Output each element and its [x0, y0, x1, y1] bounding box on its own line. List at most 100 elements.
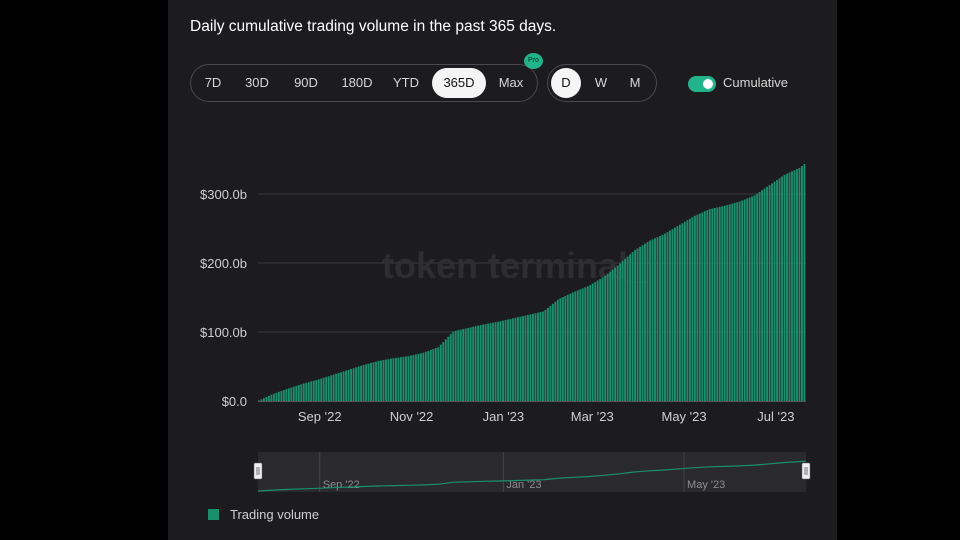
volume-bar — [305, 382, 308, 401]
volume-bar — [629, 254, 632, 401]
volume-bar — [696, 214, 699, 401]
volume-bar — [556, 299, 559, 401]
granularity-day-button[interactable]: D — [551, 68, 581, 98]
volume-bar — [297, 385, 300, 401]
volume-bar — [771, 183, 774, 401]
legend-label: Trading volume — [230, 507, 320, 522]
volume-bar — [546, 307, 549, 401]
volume-bar — [360, 365, 363, 401]
volume-bar — [544, 309, 547, 401]
volume-bar — [512, 318, 514, 401]
volume-bar — [639, 246, 641, 401]
volume-bar — [631, 251, 634, 401]
volume-bar — [748, 197, 751, 401]
volume-bar — [390, 358, 392, 401]
granularity-month-button[interactable]: M — [629, 75, 641, 90]
volume-bar — [519, 316, 522, 401]
volume-bar — [322, 377, 325, 401]
volume-bar — [614, 267, 617, 401]
volume-bar — [641, 245, 644, 401]
volume-bar — [763, 188, 766, 401]
range-7d-button[interactable]: 7D — [204, 75, 222, 90]
volume-bar — [676, 226, 679, 401]
volume-bar — [646, 241, 649, 401]
volume-bar — [357, 366, 360, 401]
volume-bar — [796, 169, 798, 401]
volume-bar — [342, 371, 345, 401]
volume-bar — [335, 373, 338, 401]
volume-bar — [678, 224, 681, 401]
volume-bar — [424, 351, 427, 401]
volume-bar — [402, 356, 405, 401]
volume-bar — [766, 186, 769, 401]
volume-bar — [611, 269, 614, 401]
volume-bar — [798, 167, 801, 401]
volume-bar — [626, 256, 629, 401]
volume-bar — [487, 323, 490, 401]
cumulative-toggle[interactable] — [688, 76, 716, 92]
volume-bar — [673, 227, 676, 401]
volume-bar — [693, 215, 696, 401]
volume-bar — [302, 383, 305, 401]
pro-badge: Pro — [524, 53, 543, 69]
volume-bar — [352, 368, 355, 401]
volume-bar — [472, 326, 475, 401]
toggle-knob — [703, 79, 713, 89]
volume-bar — [337, 372, 340, 401]
volume-bar — [666, 232, 669, 401]
granularity-week-button[interactable]: W — [594, 75, 608, 90]
volume-bar — [524, 315, 527, 401]
volume-bar — [778, 178, 781, 401]
volume-bar — [469, 327, 472, 401]
volume-bar — [365, 364, 367, 401]
volume-bar — [803, 164, 806, 401]
volume-bar — [589, 285, 592, 401]
volume-bar — [325, 376, 328, 401]
volume-bar — [280, 390, 283, 401]
volume-bar — [551, 303, 554, 401]
volume-bar — [569, 293, 572, 401]
x-tick-label: Jul '23 — [757, 409, 794, 424]
volume-bar — [594, 282, 597, 401]
volume-bar — [601, 277, 604, 401]
volume-bar — [412, 354, 415, 401]
volume-bar — [527, 314, 529, 401]
chart-title: Daily cumulative trading volume in the p… — [190, 18, 557, 35]
navigator-right-handle[interactable] — [801, 462, 811, 480]
x-tick-label: May '23 — [661, 409, 706, 424]
volume-bar — [721, 206, 724, 401]
volume-bar — [571, 292, 574, 401]
range-30d-button[interactable]: 30D — [245, 75, 269, 90]
volume-bar — [452, 331, 455, 401]
volume-bar — [442, 342, 445, 401]
volume-bar — [320, 378, 323, 401]
volume-bar — [260, 399, 263, 401]
volume-bar — [367, 363, 370, 401]
volume-bar — [312, 380, 315, 401]
volume-bar — [566, 294, 569, 401]
volume-bar — [554, 301, 557, 401]
volume-bar — [728, 204, 731, 401]
range-90d-button[interactable]: 90D — [294, 75, 318, 90]
volume-bar — [624, 258, 627, 401]
volume-bar — [457, 330, 460, 401]
volume-bar — [741, 200, 744, 401]
volume-bar — [417, 353, 420, 401]
volume-bar — [683, 221, 686, 401]
range-180d-button[interactable]: 180D — [341, 75, 373, 90]
range-max-button[interactable]: Max — [498, 75, 524, 90]
range-365d-button[interactable]: 365D — [432, 68, 486, 98]
range-ytd-button[interactable]: YTD — [393, 75, 419, 90]
volume-bar — [671, 229, 674, 401]
volume-bar — [462, 329, 465, 401]
volume-bar — [479, 325, 482, 401]
navigator-left-handle[interactable] — [253, 462, 263, 480]
volume-bar — [497, 321, 500, 401]
navigator-background[interactable] — [258, 452, 806, 492]
volume-bar — [691, 217, 694, 401]
volume-bar — [703, 211, 706, 401]
y-tick-label: $200.0b — [200, 256, 247, 271]
volume-bar — [649, 240, 651, 401]
volume-bar — [509, 318, 512, 401]
volume-bar — [753, 195, 756, 401]
